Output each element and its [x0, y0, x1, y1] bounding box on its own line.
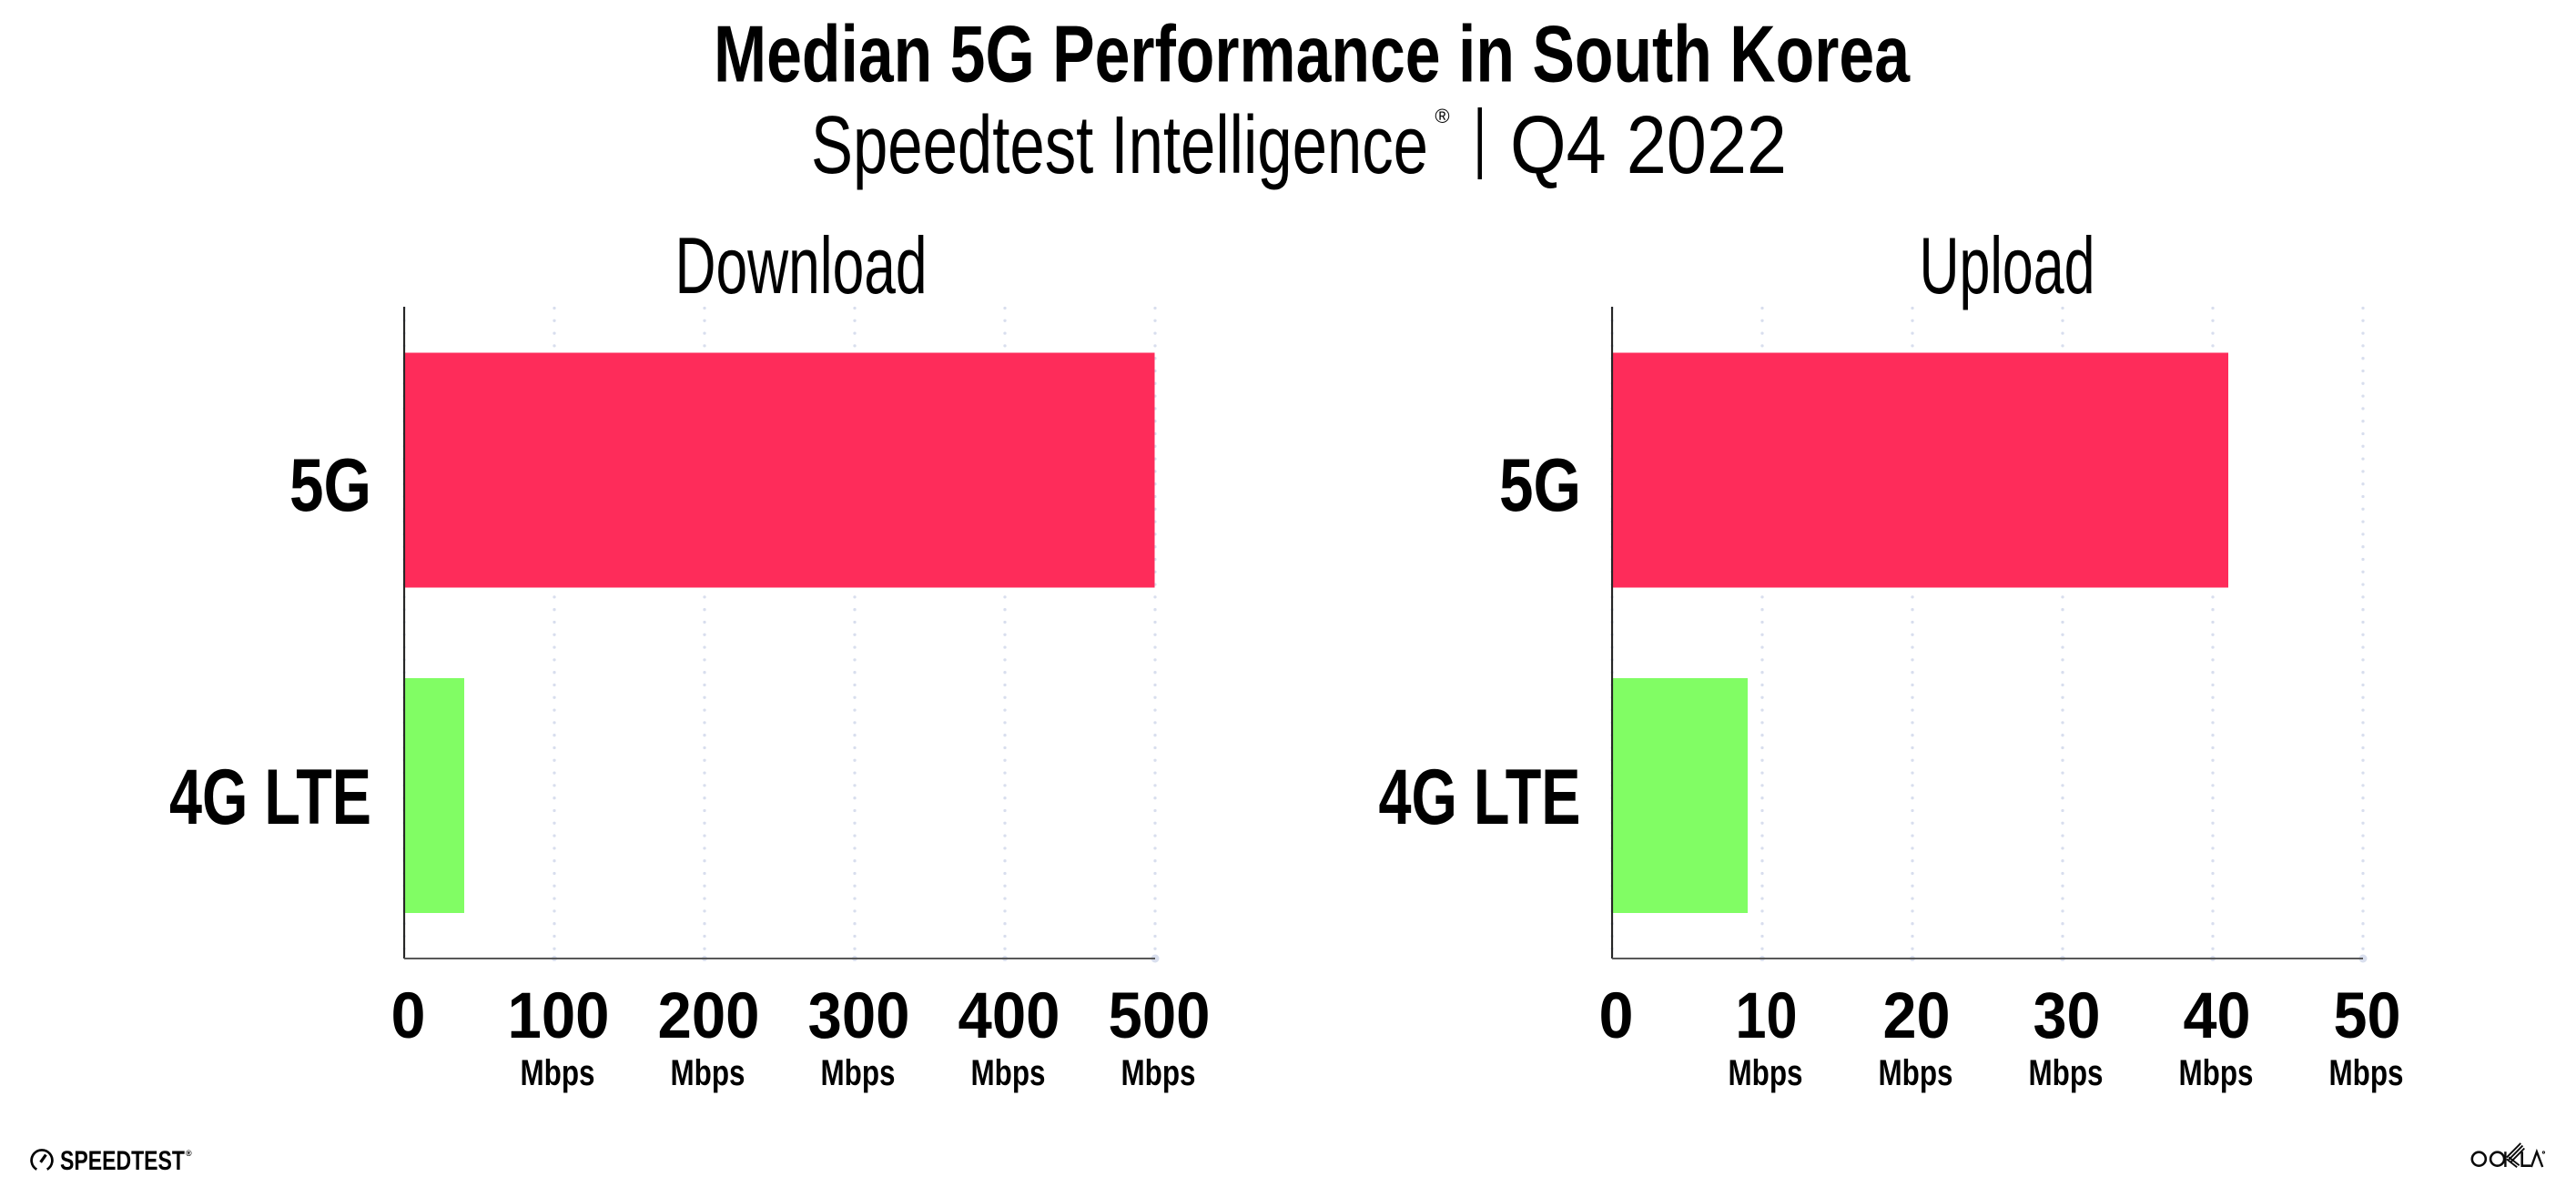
svg-text:5G: 5G — [1499, 442, 1581, 527]
svg-text:Mbps: Mbps — [2179, 1053, 2254, 1093]
svg-text:300: 300 — [808, 980, 910, 1052]
svg-text:Speedtest Intelligence: Speedtest Intelligence — [811, 100, 1428, 191]
svg-text:0: 0 — [391, 980, 426, 1052]
svg-text:Mbps: Mbps — [1121, 1053, 1196, 1093]
svg-text:20: 20 — [1883, 980, 1951, 1052]
svg-text:Mbps: Mbps — [2329, 1053, 2404, 1093]
svg-text:Download: Download — [675, 220, 928, 310]
svg-text:10: 10 — [1736, 980, 1798, 1052]
svg-text:4G LTE: 4G LTE — [169, 754, 371, 841]
svg-text:Median 5G Performance in South: Median 5G Performance in South Korea — [714, 9, 1911, 99]
svg-text:Mbps: Mbps — [971, 1053, 1046, 1093]
svg-text:100: 100 — [508, 980, 610, 1052]
svg-text:Mbps: Mbps — [521, 1053, 595, 1093]
svg-text:Mbps: Mbps — [2029, 1053, 2104, 1093]
svg-text:400: 400 — [958, 980, 1060, 1052]
svg-text:40: 40 — [2184, 980, 2251, 1052]
svg-text:SPEEDTEST: SPEEDTEST — [60, 1147, 185, 1176]
svg-text:5G: 5G — [289, 442, 371, 527]
svg-text:200: 200 — [658, 980, 760, 1052]
svg-text:30: 30 — [2033, 980, 2101, 1052]
svg-text:4G LTE: 4G LTE — [1379, 754, 1581, 841]
svg-text:0: 0 — [1599, 980, 1634, 1052]
svg-text:Q4 2022: Q4 2022 — [1510, 100, 1787, 191]
svg-text:Upload: Upload — [1920, 220, 2095, 310]
svg-text:®: ® — [186, 1149, 192, 1158]
svg-text:Mbps: Mbps — [671, 1053, 745, 1093]
svg-text:Mbps: Mbps — [821, 1053, 896, 1093]
svg-text:500: 500 — [1109, 980, 1211, 1052]
svg-text:®: ® — [1435, 105, 1449, 127]
svg-text:Mbps: Mbps — [1729, 1053, 1803, 1093]
svg-text:50: 50 — [2334, 980, 2401, 1052]
svg-text:Mbps: Mbps — [1879, 1053, 1953, 1093]
